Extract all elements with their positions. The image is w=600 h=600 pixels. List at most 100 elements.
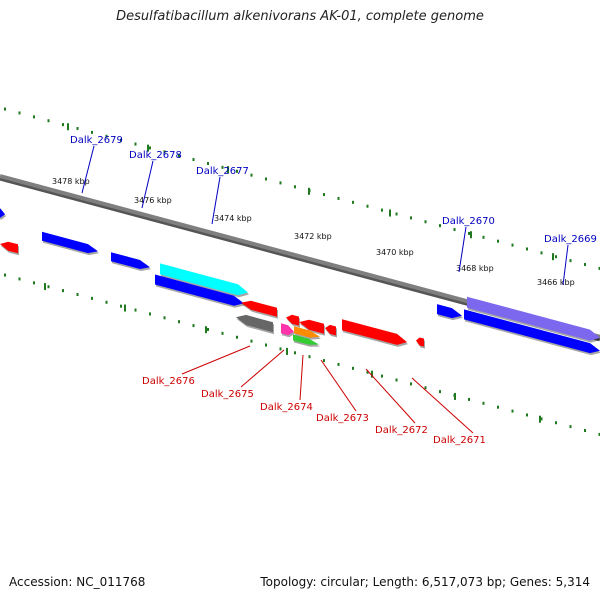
gene-label-bottom: Dalk_2676 — [142, 376, 195, 387]
tick-dot-top — [439, 224, 441, 228]
tick-dot-bottom — [4, 273, 6, 277]
tick-dot-top — [424, 220, 427, 224]
major-tick-bottom — [454, 392, 456, 400]
tick-dot-top — [337, 196, 340, 200]
gene-label-bottom: Dalk_2671 — [433, 435, 486, 446]
tick-dot-top — [221, 165, 224, 169]
gene-label-bottom: Dalk_2673 — [316, 413, 369, 424]
tick-dot-top — [453, 228, 456, 232]
tick-dot-top — [265, 177, 267, 181]
major-tick-bottom — [44, 283, 46, 291]
tick-dot-bottom — [294, 351, 296, 355]
gene-arrow-dalk-2679 — [42, 231, 98, 254]
gene-arrow-dalk-2675 — [236, 314, 273, 333]
tick-dot-top — [76, 127, 79, 131]
major-tick-top — [552, 253, 554, 261]
accession-label: Accession: NC_011768 — [9, 575, 146, 589]
major-tick-bottom — [124, 304, 126, 312]
tick-dot-bottom — [323, 359, 325, 363]
gene-label-top: Dalk_2669 — [544, 234, 597, 245]
tick-dot-bottom — [555, 421, 557, 425]
major-tick-top — [470, 231, 472, 239]
tick-dot-top — [33, 115, 35, 119]
tick-dot-top — [105, 134, 108, 138]
scale-label: 3472 kbp — [294, 232, 332, 241]
tick-dot-top — [250, 173, 253, 177]
gene-arrow-dalk-2672 — [342, 319, 407, 345]
gene-arrow-blue — [0, 208, 5, 218]
major-tick-top — [308, 187, 310, 195]
tick-dot-top — [497, 239, 499, 243]
tick-dot-bottom — [265, 343, 267, 347]
tick-dot-top — [91, 130, 93, 134]
map-title: Desulfatibacillum alkenivorans AK-01, co… — [116, 9, 484, 24]
gene-arrow-dalk-2671 — [416, 337, 424, 347]
scale-label: 3468 kbp — [456, 264, 494, 273]
tick-dot-bottom — [395, 378, 398, 382]
major-tick-top — [147, 144, 149, 152]
gene-label-top: Dalk_2678 — [129, 150, 182, 161]
leader-line-top — [458, 226, 467, 273]
tick-dot-top — [555, 255, 557, 259]
tick-dot-top — [323, 193, 325, 197]
leader-line-bottom — [365, 368, 416, 424]
tick-dot-bottom — [105, 300, 108, 304]
gene-arrow-blue-2 — [155, 274, 244, 306]
tick-dot-bottom — [120, 304, 122, 308]
tick-dot-bottom — [221, 331, 224, 335]
tick-dot-bottom — [598, 432, 600, 436]
gene-label-top: Dalk_2677 — [196, 166, 249, 177]
tick-dot-top — [134, 142, 137, 146]
tick-dot-bottom — [134, 308, 137, 312]
tick-dot-bottom — [62, 289, 64, 293]
tick-dot-top — [294, 185, 296, 189]
scale-label: 3474 kbp — [214, 214, 252, 223]
tick-dot-bottom — [308, 355, 311, 359]
tick-dot-bottom — [424, 386, 427, 390]
tick-dot-top — [526, 247, 528, 251]
leader-line-top — [211, 176, 221, 225]
scale-label: 3466 kbp — [537, 278, 575, 287]
leader-line-bottom — [181, 345, 251, 375]
scale-label: 3478 kbp — [52, 177, 90, 186]
gene-label-top: Dalk_2679 — [70, 135, 123, 146]
gene-arrow-dalk-2674b — [286, 314, 299, 326]
tick-dot-top — [178, 154, 180, 158]
tick-dot-bottom — [279, 347, 282, 351]
gene-label-bottom: Dalk_2672 — [375, 425, 428, 436]
gene-arrow-green — [293, 334, 319, 345]
tick-dot-bottom — [482, 401, 485, 405]
leader-line-top — [81, 145, 95, 194]
tick-dot-bottom — [163, 316, 166, 320]
tick-dot-top — [511, 243, 514, 247]
tick-dot-top — [236, 169, 238, 173]
gene-arrow-dalk-2674 — [281, 323, 294, 336]
tick-dot-bottom — [366, 370, 369, 374]
tick-dot-top — [352, 200, 354, 204]
tick-dot-top — [569, 259, 572, 263]
gene-arrow-dalk-2677 — [160, 263, 248, 296]
major-tick-top — [67, 123, 69, 131]
tick-dot-bottom — [410, 382, 412, 386]
major-tick-bottom — [205, 326, 207, 334]
tick-dot-bottom — [352, 366, 354, 370]
gene-label-top: Dalk_2670 — [442, 216, 495, 227]
major-tick-top — [389, 209, 391, 217]
tick-dot-bottom — [497, 405, 499, 409]
tick-dot-bottom — [337, 362, 340, 366]
tick-dot-bottom — [468, 397, 470, 401]
tick-dot-bottom — [76, 293, 79, 297]
tick-dot-top — [482, 235, 485, 239]
gene-arrow-dalk-2676 — [241, 300, 277, 317]
leader-line-top — [562, 244, 569, 286]
gene-arrow-dalk-2678 — [111, 252, 150, 269]
gene-arrow-red-edge — [0, 241, 18, 254]
leader-line-bottom — [411, 377, 474, 434]
major-tick-bottom — [286, 347, 288, 355]
tick-dot-bottom — [149, 312, 151, 316]
gene-arrow-red-small — [325, 324, 336, 336]
tick-dot-bottom — [18, 277, 21, 281]
major-tick-bottom — [539, 415, 541, 423]
tick-dot-top — [163, 150, 166, 154]
